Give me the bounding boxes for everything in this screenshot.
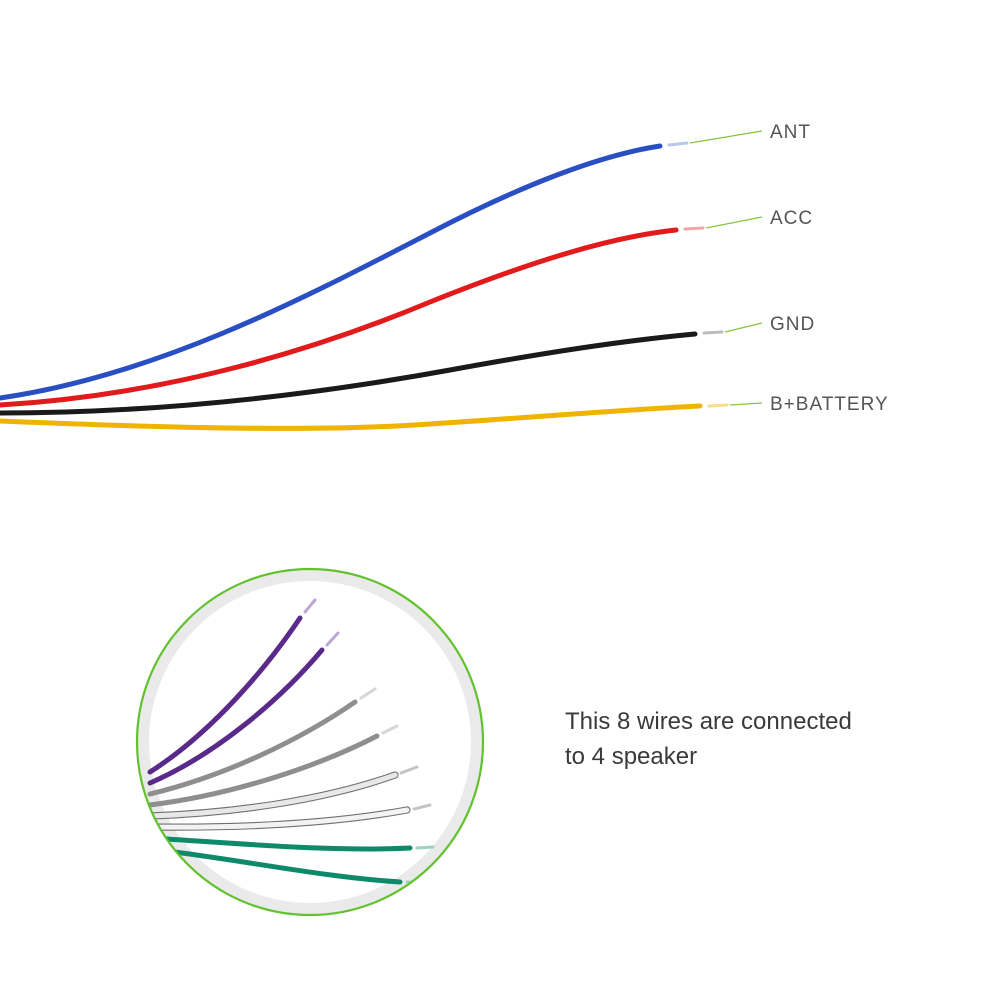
speaker-caption: This 8 wires are connected to 4 speaker — [565, 705, 852, 775]
detail-wire-purple-b — [150, 650, 322, 783]
label-acc: ACC — [770, 208, 813, 230]
leader-acc — [706, 217, 762, 228]
detail-wire-tip-white-b — [414, 805, 430, 809]
wire-tip-batt — [709, 405, 727, 406]
wire-tip-gnd — [704, 332, 722, 333]
wire-ant — [0, 146, 660, 398]
detail-wire-white-a — [150, 775, 395, 816]
detail-wire-tip-gray-a — [361, 689, 375, 698]
label-gnd: GND — [770, 314, 815, 336]
caption-line-1: This 8 wires are connected — [565, 708, 852, 735]
detail-wire-tip-white-a — [401, 767, 417, 773]
wire-acc — [0, 230, 676, 405]
leader-batt — [730, 403, 762, 405]
wiring-diagram: ANT ACC GND B+BATTERY This 8 wires are conn… — [0, 0, 1000, 1000]
label-batt: B+BATTERY — [770, 394, 889, 416]
caption-line-2: to 4 speaker — [565, 743, 697, 770]
detail-wire-tip-purple-a — [305, 600, 315, 612]
detail-wire-tip-gray-b — [383, 726, 397, 733]
leader-gnd — [725, 323, 762, 332]
detail-wire-outline-white-a — [150, 775, 395, 816]
detail-wire-tip-purple-b — [327, 633, 338, 645]
label-ant: ANT — [770, 122, 811, 144]
detail-wires-group — [150, 600, 433, 883]
wire-tip-ant — [669, 143, 687, 145]
leader-ant — [690, 131, 762, 143]
detail-wire-tip-green-a — [417, 847, 433, 848]
wire-tip-acc — [685, 228, 703, 229]
detail-wire-green-a — [150, 838, 410, 849]
